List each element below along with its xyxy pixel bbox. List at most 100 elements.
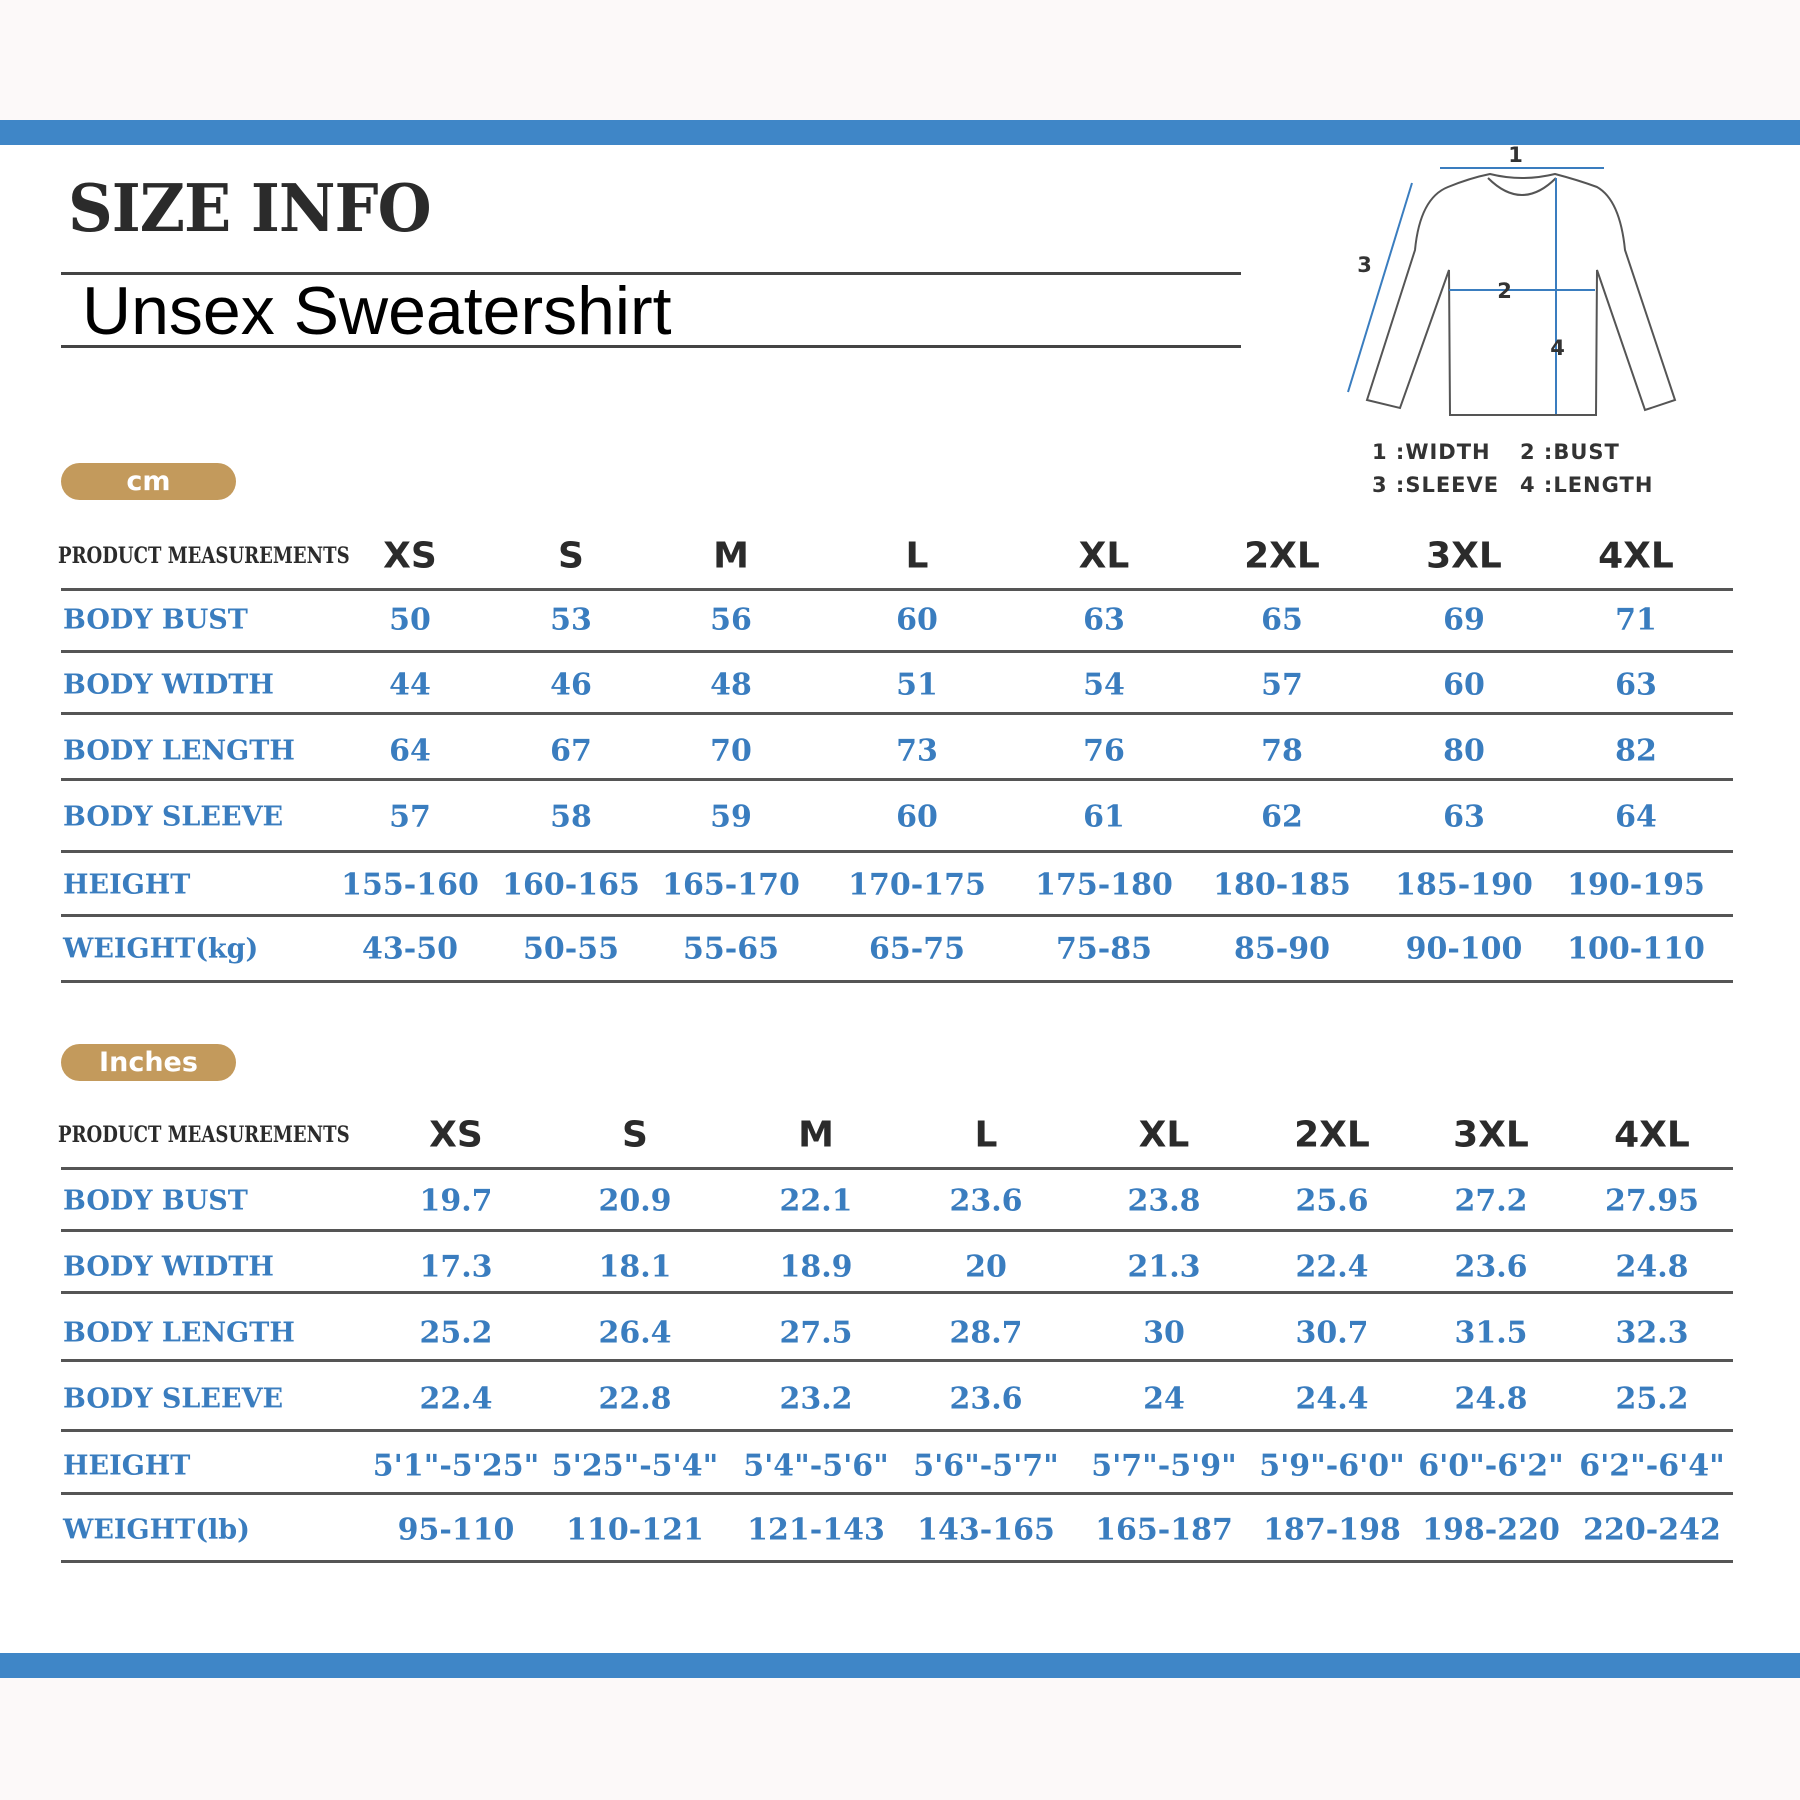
table-cell: 56 (710, 602, 752, 638)
marker-1: 1 (1508, 143, 1524, 167)
row-divider (61, 1359, 1733, 1362)
table-cell: 198-220 (1422, 1512, 1560, 1548)
table-cell: 57 (1261, 667, 1303, 703)
table-cell: 75-85 (1056, 931, 1152, 967)
table-cell: 20.9 (598, 1183, 672, 1219)
size-header-xl: XL (1078, 535, 1130, 577)
row-label: BODY BUST (63, 1185, 248, 1217)
table-cell: 85-90 (1234, 931, 1330, 967)
table-cell: 24.8 (1615, 1249, 1689, 1285)
legend-width: 1 :WIDTH (1372, 440, 1491, 464)
row-label: BODY SLEEVE (63, 801, 284, 833)
table-cell: 50 (389, 602, 431, 638)
table-cell: 50-55 (523, 931, 619, 967)
table-cell: 60 (896, 602, 938, 638)
table-cell: 5'7"-5'9" (1091, 1448, 1237, 1484)
table-cell: 32.3 (1615, 1315, 1689, 1351)
table-cell: 23.8 (1127, 1183, 1201, 1219)
table-cell: 22.1 (779, 1183, 853, 1219)
marker-2: 2 (1497, 279, 1513, 303)
table-cell: 187-198 (1263, 1512, 1401, 1548)
table-cell: 185-190 (1395, 867, 1533, 903)
table-cell: 23.6 (949, 1183, 1023, 1219)
divider (61, 272, 1241, 275)
header-label: PRODUCT MEASUREMENTS (58, 1122, 350, 1148)
table-cell: 24 (1143, 1381, 1185, 1417)
table-cell: 60 (896, 799, 938, 835)
table-cell: 5'4"-5'6" (743, 1448, 889, 1484)
table-cell: 53 (550, 602, 592, 638)
table-cell: 28.7 (949, 1315, 1023, 1351)
table-cell: 43-50 (362, 931, 458, 967)
row-label: WEIGHT(lb) (63, 1514, 250, 1546)
legend-sleeve: 3 :SLEEVE (1372, 473, 1499, 497)
table-cell: 110-121 (566, 1512, 704, 1548)
table-cell: 17.3 (419, 1249, 493, 1285)
table-cell: 160-165 (502, 867, 640, 903)
table-cell: 64 (1615, 799, 1657, 835)
marker-4: 4 (1550, 336, 1566, 360)
row-divider (61, 1229, 1733, 1232)
page-title: SIZE INFO (68, 170, 432, 247)
size-header-m: M (713, 535, 749, 577)
row-label: BODY LENGTH (63, 735, 295, 767)
unit-badge-cm: cm (61, 463, 236, 500)
table-cell: 25.2 (419, 1315, 493, 1351)
table-cell: 18.9 (779, 1249, 853, 1285)
size-header-3xl: 3XL (1453, 1114, 1529, 1156)
table-cell: 143-165 (917, 1512, 1055, 1548)
row-divider (61, 1167, 1733, 1170)
row-label: BODY SLEEVE (63, 1383, 284, 1415)
size-header-m: M (798, 1114, 834, 1156)
table-cell: 26.4 (598, 1315, 672, 1351)
table-cell: 46 (550, 667, 592, 703)
table-cell: 19.7 (419, 1183, 493, 1219)
table-cell: 70 (710, 733, 752, 769)
table-cell: 63 (1615, 667, 1657, 703)
table-cell: 27.5 (779, 1315, 853, 1351)
row-divider (61, 588, 1733, 591)
table-cell: 95-110 (397, 1512, 515, 1548)
table-cell: 65 (1261, 602, 1303, 638)
table-cell: 78 (1261, 733, 1303, 769)
table-cell: 100-110 (1567, 931, 1705, 967)
table-cell: 190-195 (1567, 867, 1705, 903)
row-divider (61, 778, 1733, 781)
measure-arrows (1347, 167, 1604, 414)
row-divider (61, 650, 1733, 653)
table-cell: 23.6 (1454, 1249, 1528, 1285)
table-cell: 22.4 (419, 1381, 493, 1417)
table-cell: 48 (710, 667, 752, 703)
header-label: PRODUCT MEASUREMENTS (58, 543, 350, 569)
table-cell: 57 (389, 799, 431, 835)
table-cell: 76 (1083, 733, 1125, 769)
table-cell: 220-242 (1583, 1512, 1721, 1548)
table-cell: 63 (1083, 602, 1125, 638)
table-cell: 22.4 (1295, 1249, 1369, 1285)
table-cell: 65-75 (869, 931, 965, 967)
table-cell: 62 (1261, 799, 1303, 835)
size-header-xs: XS (383, 535, 437, 577)
table-cell: 69 (1443, 602, 1485, 638)
table-cell: 5'25"-5'4" (551, 1448, 719, 1484)
table-cell: 21.3 (1127, 1249, 1201, 1285)
divider (61, 345, 1241, 348)
table-cell: 27.2 (1454, 1183, 1528, 1219)
table-cell: 24.4 (1295, 1381, 1369, 1417)
table-cell: 59 (710, 799, 752, 835)
size-header-xs: XS (429, 1114, 483, 1156)
table-cell: 6'2"-6'4" (1579, 1448, 1725, 1484)
size-header-2xl: 2XL (1294, 1114, 1370, 1156)
size-header-4xl: 4XL (1614, 1114, 1690, 1156)
unit-badge-inches: Inches (61, 1044, 236, 1081)
content-panel (0, 145, 1800, 1653)
table-cell: 22.8 (598, 1381, 672, 1417)
table-cell: 180-185 (1213, 867, 1351, 903)
table-cell: 155-160 (341, 867, 479, 903)
size-header-3xl: 3XL (1426, 535, 1502, 577)
table-cell: 25.2 (1615, 1381, 1689, 1417)
table-cell: 5'1"-5'25" (372, 1448, 540, 1484)
table-cell: 80 (1443, 733, 1485, 769)
table-cell: 73 (896, 733, 938, 769)
